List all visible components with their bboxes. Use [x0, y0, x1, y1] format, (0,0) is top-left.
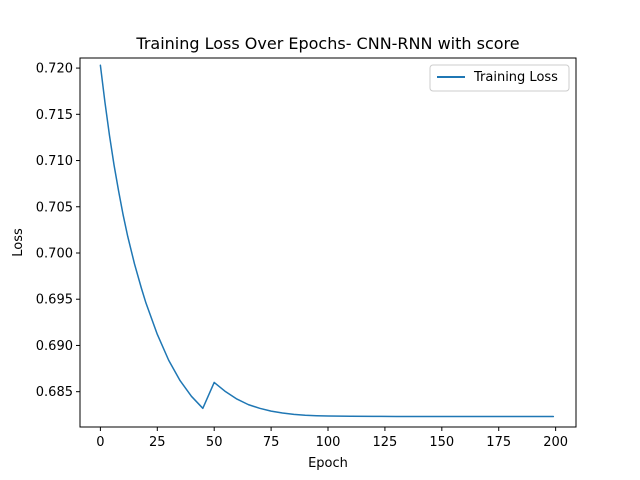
x-axis-label: Epoch: [308, 456, 348, 471]
plot-area: [99, 64, 555, 418]
chart-title: Training Loss Over Epochs- CNN-RNN with …: [135, 34, 519, 53]
legend-box: [429, 64, 570, 92]
y-tick-label: 0.715: [36, 108, 73, 123]
y-tick-label: 0.720: [36, 62, 73, 77]
x-tick-label: 200: [543, 435, 568, 450]
y-axis-label: Loss: [11, 228, 26, 257]
x-tick-label: 50: [206, 435, 223, 450]
y-axis: 0.685 0.690 0.695 0.700 0.705 0.710 0.715 0.720: [36, 62, 80, 400]
legend: Training Loss: [429, 64, 570, 92]
y-tick-label: 0.700: [36, 246, 73, 261]
x-tick-label: 75: [263, 435, 280, 450]
x-tick-label: 25: [149, 435, 166, 450]
x-tick-label: 125: [373, 435, 398, 450]
y-tick-label: 0.685: [36, 385, 73, 400]
x-tick-label: 175: [486, 435, 511, 450]
legend-label-training-loss: Training Loss: [473, 70, 558, 85]
y-tick-label: 0.705: [36, 200, 73, 215]
x-axis: 0 25 50 75 100 125 150 175 200: [96, 427, 568, 450]
series-line-training-loss: [99, 64, 555, 418]
y-tick-label: 0.690: [36, 339, 73, 354]
x-tick-label: 150: [429, 435, 454, 450]
x-tick-label: 0: [96, 435, 104, 450]
y-tick-label: 0.695: [36, 293, 73, 308]
y-tick-label: 0.710: [36, 154, 73, 169]
x-tick-label: 100: [316, 435, 341, 450]
